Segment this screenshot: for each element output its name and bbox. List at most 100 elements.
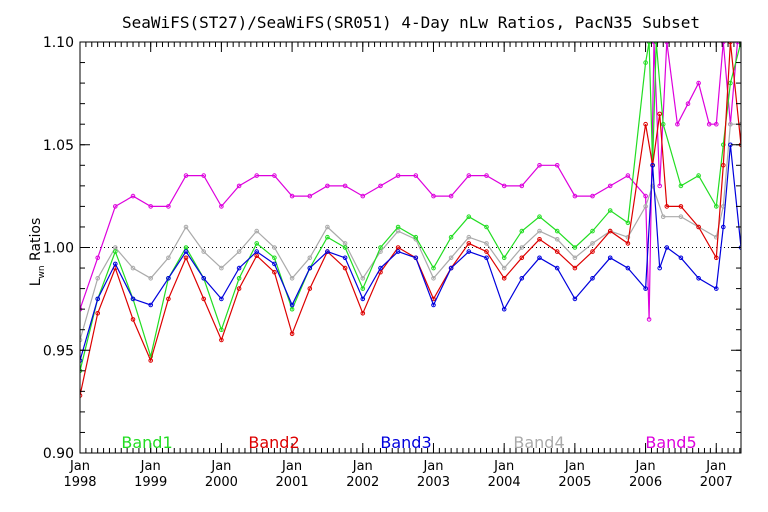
data-point-band3 (714, 286, 719, 291)
data-point-band1 (484, 224, 489, 230)
data-point-band3 (360, 296, 366, 302)
data-point-band3 (431, 302, 436, 308)
series-band2 (80, 42, 741, 398)
data-point-band5 (236, 183, 242, 189)
data-point-band4 (448, 255, 454, 261)
data-point-band5 (519, 183, 525, 189)
series-band3 (80, 142, 741, 363)
data-point-band5 (95, 255, 100, 261)
data-point-band4 (219, 265, 224, 271)
data-point-band5 (431, 193, 436, 199)
data-point-band4 (519, 245, 525, 250)
data-point-band4 (166, 255, 171, 261)
data-point-band3 (678, 255, 684, 261)
x-tick-year-label: 2002 (346, 475, 379, 490)
data-point-band3 (607, 255, 613, 261)
series-line-band4 (80, 123, 741, 341)
series-band5 (80, 42, 740, 322)
data-point-band4 (660, 214, 666, 219)
chart-title: SeaWiFS(ST27)/SeaWiFS(SR051) 4-Day nLw R… (122, 13, 700, 32)
x-tick-month-label: Jan (140, 459, 161, 474)
data-point-band5 (466, 173, 472, 178)
data-point-band2 (342, 265, 348, 271)
y-tick-label: 1.00 (43, 241, 74, 257)
data-point-band5 (113, 204, 118, 209)
data-point-band4 (625, 234, 631, 240)
data-point-band4 (325, 224, 330, 230)
data-point-band5 (554, 163, 560, 168)
data-point-band1 (360, 286, 366, 291)
data-point-band4 (254, 228, 260, 234)
x-tick-year-label: 2007 (700, 475, 733, 490)
x-tick-month-label: Jan (635, 459, 656, 474)
legend-entry-band5: Band5 (645, 433, 696, 452)
x-tick-year-label: 2005 (558, 475, 591, 490)
data-point-band5 (537, 163, 542, 168)
data-point-band5 (166, 204, 171, 209)
data-point-band1 (696, 173, 701, 178)
data-point-band1 (113, 249, 118, 254)
data-point-band2 (360, 311, 366, 316)
data-point-band1 (590, 228, 595, 234)
data-point-band2 (714, 255, 719, 261)
data-point-band3 (113, 261, 118, 267)
data-point-band5 (607, 183, 613, 189)
data-point-band1 (643, 60, 648, 65)
data-point-band2 (664, 204, 670, 209)
data-point-band4 (272, 245, 277, 250)
data-point-band2 (183, 255, 189, 261)
series-line-band3 (80, 144, 741, 361)
data-point-band4 (95, 276, 100, 281)
data-point-band2 (130, 317, 136, 322)
data-point-band1 (378, 245, 383, 250)
data-point-band5 (360, 193, 366, 199)
data-point-band1 (431, 265, 436, 271)
x-tick-year-label: 2006 (629, 475, 662, 490)
x-tick-month-label: Jan (210, 459, 231, 474)
y-tick-label: 0.90 (43, 446, 74, 462)
x-tick-month-label: Jan (281, 459, 302, 474)
data-point-band5 (413, 173, 419, 178)
data-point-band3 (643, 286, 648, 291)
legend-entry-band3: Band3 (380, 433, 431, 452)
y-axis-label-subscript: wn (37, 265, 47, 278)
data-point-band1 (272, 255, 277, 261)
data-point-band5 (289, 193, 295, 199)
data-point-band4 (572, 255, 578, 261)
data-point-band4 (466, 234, 472, 240)
data-point-band2 (721, 163, 726, 168)
data-point-band5 (378, 183, 383, 189)
data-point-band1 (466, 214, 472, 219)
data-point-band3 (537, 255, 542, 261)
data-point-band5 (484, 173, 489, 178)
x-tick-month-label: Jan (493, 459, 514, 474)
legend-entry-band1: Band1 (121, 433, 172, 452)
data-point-band3 (148, 302, 153, 308)
data-point-band2 (236, 286, 242, 291)
data-point-band3 (130, 296, 136, 302)
data-point-band5 (307, 193, 313, 199)
data-point-band3 (272, 261, 277, 267)
data-point-band2 (272, 269, 277, 275)
x-tick-month-label: Jan (422, 459, 443, 474)
data-point-band5 (272, 173, 277, 178)
legend-entry-band4: Band4 (513, 433, 564, 452)
axes: 0.900.951.001.051.10Jan1998Jan1999Jan200… (43, 35, 742, 490)
data-point-band5 (148, 204, 153, 209)
data-point-band2 (201, 296, 206, 302)
data-point-band4 (537, 228, 542, 234)
data-point-band4 (431, 276, 436, 281)
data-point-band5 (643, 193, 648, 199)
data-point-band2 (554, 249, 560, 254)
data-point-band1 (721, 142, 726, 148)
data-point-band5 (342, 183, 348, 189)
data-point-band1 (714, 204, 719, 209)
data-point-band2 (395, 245, 401, 250)
data-point-band3 (466, 249, 472, 254)
x-tick-year-label: 2001 (276, 475, 309, 490)
data-point-band1 (236, 276, 242, 281)
data-point-band3 (664, 245, 670, 250)
data-point-band4 (80, 337, 83, 343)
data-point-band3 (307, 265, 313, 271)
x-tick-year-label: 2003 (417, 475, 450, 490)
